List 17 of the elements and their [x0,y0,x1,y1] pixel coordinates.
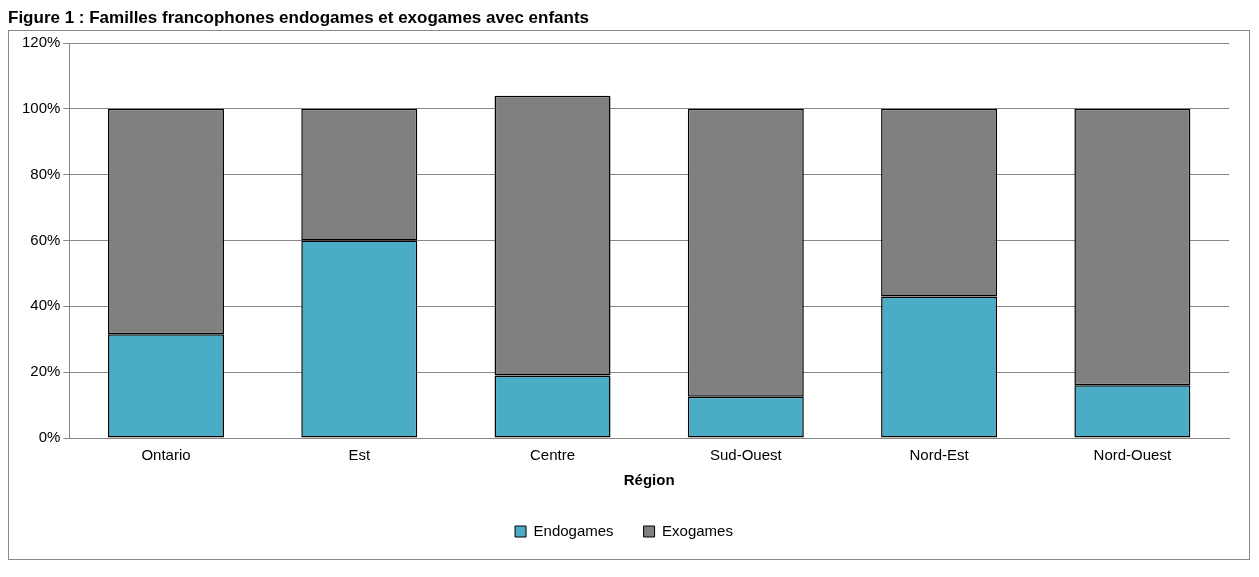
x-axis-title: Région [623,471,675,489]
x-tick-label: Nord-Est [909,446,970,464]
y-tick-label: 20% [30,362,61,380]
y-tick-label: 80% [30,164,61,182]
x-tick-label: Est [348,446,371,464]
legend-label: Endogames [533,521,614,539]
x-tick-label: Ontario [141,446,191,464]
y-tick-label: 40% [30,296,61,314]
x-tick-label: Centre [530,446,576,464]
y-tick-label: 0% [38,428,61,446]
x-tick-label: Sud-Ouest [709,446,783,464]
y-tick-label: 100% [21,98,61,116]
chart-title: Figure 1 : Familles francophones endogames et exogames avec enfants [8,8,591,28]
y-tick-label: 120% [21,33,61,51]
legend-label: Exogames [662,521,733,539]
x-tick-label: Nord-Ouest [1093,446,1172,464]
y-tick-label: 60% [30,230,61,248]
